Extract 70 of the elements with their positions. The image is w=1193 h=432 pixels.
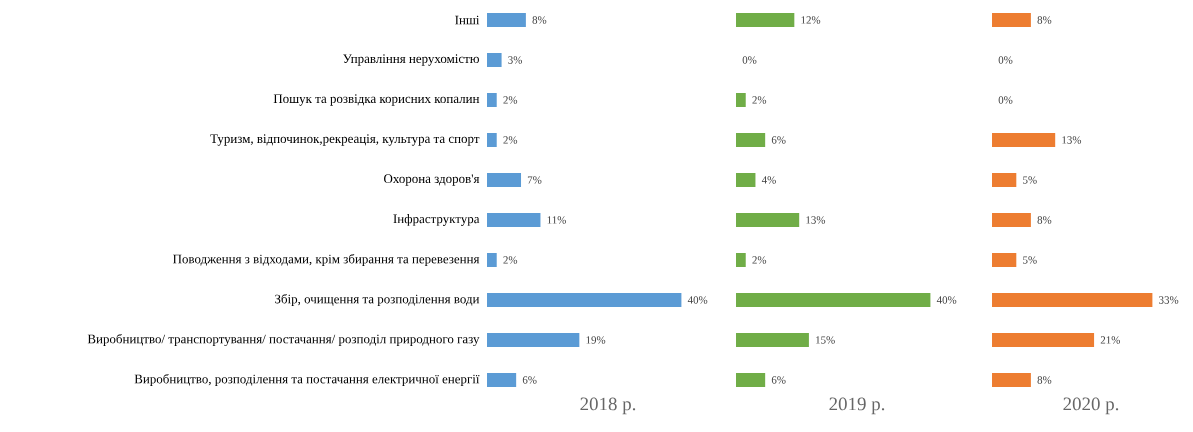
bar	[487, 133, 497, 147]
bar	[992, 293, 1153, 307]
bar	[487, 373, 517, 387]
data-label: 8%	[532, 16, 547, 24]
data-label: 6%	[771, 376, 786, 384]
data-label: 40%	[936, 296, 957, 304]
data-label: 3%	[508, 56, 523, 64]
bar	[736, 293, 931, 307]
bar	[992, 133, 1056, 147]
data-label: 5%	[1023, 256, 1037, 264]
data-label: 2%	[752, 96, 767, 104]
data-label: 13%	[806, 216, 826, 224]
data-label: 0%	[998, 56, 1013, 64]
y-tick-label: Інфраструктура	[393, 214, 480, 226]
bar	[487, 93, 497, 107]
bar	[736, 333, 809, 347]
bar	[487, 13, 526, 27]
data-label: 2%	[503, 136, 518, 144]
bar	[992, 13, 1031, 27]
y-tick-label: Пошук та розвідка корисних копалин	[273, 94, 480, 106]
bar	[736, 253, 746, 267]
x-axis-title: 2018 р.	[580, 397, 636, 415]
data-label: 2%	[503, 96, 518, 104]
bar	[992, 253, 1017, 267]
y-tick-label: Виробництво/ транспортування/ постачання/ розподіл природного газу	[87, 333, 480, 347]
data-label: 7%	[527, 176, 542, 184]
y-tick-label: Управління нерухомістю	[343, 54, 479, 66]
data-label: 8%	[1037, 376, 1052, 384]
x-axis-title: 2019 р.	[829, 397, 885, 415]
data-label: 19%	[586, 336, 606, 344]
bar	[736, 133, 766, 147]
data-label: 0%	[998, 96, 1013, 104]
data-label: 40%	[687, 296, 708, 304]
data-label: 21%	[1100, 336, 1120, 344]
data-label: 15%	[816, 336, 835, 344]
bar	[992, 333, 1095, 347]
y-tick-label: Збір, очищення та розподілення води	[275, 293, 480, 307]
data-label: 13%	[1062, 136, 1082, 144]
y-tick-label: Виробництво, розподілення та постачання електричної енергії	[134, 374, 480, 387]
data-label: 4%	[761, 176, 776, 184]
data-label: 8%	[1037, 16, 1052, 24]
data-label: 12%	[801, 16, 821, 24]
bar	[736, 213, 800, 227]
y-tick-label: Туризм, відпочинок,рекреація, культура та спорт	[210, 134, 480, 146]
bar	[992, 213, 1031, 227]
bar	[736, 173, 756, 187]
data-label: 6%	[522, 376, 537, 384]
bar	[487, 213, 541, 227]
data-label: 5%	[1023, 176, 1037, 184]
bar	[992, 373, 1031, 387]
x-axis-title: 2020 р.	[1063, 397, 1119, 415]
bar	[736, 93, 746, 107]
y-tick-label: Охорона здоров'я	[384, 174, 480, 186]
data-label: 6%	[771, 136, 786, 144]
data-label: 2%	[503, 256, 518, 264]
bar	[487, 253, 497, 267]
data-label: 33%	[1159, 296, 1179, 304]
bar	[736, 373, 766, 387]
bar	[736, 13, 795, 27]
bar	[487, 173, 522, 187]
y-tick-label: Інші	[455, 15, 480, 25]
bar	[487, 333, 580, 347]
bar	[487, 293, 682, 307]
data-label: 8%	[1037, 216, 1052, 224]
data-label: 2%	[752, 256, 767, 264]
data-label: 11%	[547, 216, 566, 224]
bar	[487, 53, 502, 67]
bar	[992, 173, 1017, 187]
data-label: 0%	[742, 56, 757, 64]
y-tick-label: Поводження з відходами, крім збирання та перевезення	[172, 253, 480, 267]
